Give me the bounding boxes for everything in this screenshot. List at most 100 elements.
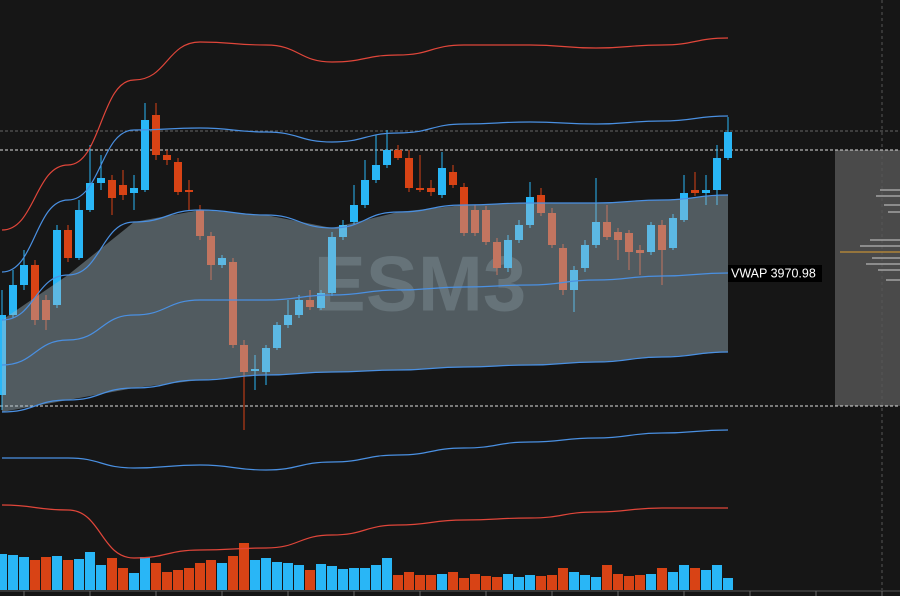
candle-body [75,210,83,258]
volume-bar [668,572,678,590]
candle-body [339,225,347,237]
volume-bar [63,560,73,590]
candle-body [438,168,446,195]
candle-body [31,265,39,320]
volume-bar [118,568,128,590]
volume-bar [723,578,733,590]
candle-body [702,190,710,193]
candle-body [482,210,490,242]
vwap-label-box [728,265,822,282]
candle-body [647,225,655,252]
volume-bar [195,563,205,590]
candle-body [42,300,50,320]
candle-body [317,293,325,308]
candle-body [306,300,314,307]
candle-body [680,193,688,220]
candle-body [163,155,171,160]
candle-body [196,210,204,236]
band-line [1,351,729,413]
candle-body [636,250,644,253]
volume-bar [602,565,612,590]
candle-body [515,225,523,240]
candle-body [108,180,116,198]
candle-body [548,213,556,245]
candle-body [97,178,105,183]
volume-bar [349,568,359,590]
volume-bar [690,568,700,590]
candle-body [86,183,94,210]
band-line [1,272,729,366]
profile-bars [860,189,900,281]
volume-bar [283,563,293,590]
volume-bar [415,575,425,590]
volume-bar [52,556,62,590]
candle-body [471,210,479,233]
candle-body [570,270,578,290]
candle-body [581,245,589,268]
volume-bar [327,566,337,590]
candle-body [262,348,270,372]
volume-bar [250,560,260,590]
volume-bar [96,565,106,590]
candle-body [207,236,215,265]
candle-body [658,225,666,250]
candle-body [537,195,545,213]
volume-bar [107,558,117,590]
volume-bar [0,554,7,590]
candle-body [295,300,303,315]
candle-body [0,315,6,395]
candle-body [372,165,380,180]
volume-bar [261,558,271,590]
volume-bar [635,575,645,590]
candle-body [394,150,402,158]
volume-bar [184,568,194,590]
volume-bar [85,552,95,590]
volume-bar [712,565,722,590]
candle-body [174,162,182,192]
candle-body [53,230,61,305]
candle-body [614,232,622,240]
candle-body [273,325,281,348]
volume-bar [492,577,502,590]
candle-body [449,172,457,185]
candle-body [251,369,259,371]
candle-body [427,188,435,192]
candle-body [526,197,534,225]
watermark: ESM3 [314,240,526,328]
band-line [1,37,729,231]
candle-body [383,150,391,165]
candle-body [284,315,292,325]
volume-bar [569,572,579,590]
volume-bar [580,575,590,590]
volume-bar [305,570,315,590]
volume-bar [129,573,139,590]
volume-bar [30,560,40,590]
volume-bar [19,557,29,590]
volume-bar [481,576,491,590]
band-line [1,194,729,321]
volume-bar [8,555,18,590]
volume-bar [393,575,403,590]
volume-bar [547,575,557,590]
candle-body [493,242,501,268]
volume-bar [162,572,172,590]
candle-body [724,132,732,158]
volume-bar [404,572,414,590]
volume-bar [701,570,711,590]
volume-bar [470,574,480,590]
volume-bar [41,557,51,590]
volume-bar [679,565,689,590]
volume-bar [360,568,370,590]
volume-bar [514,577,524,590]
volume-bar [140,557,150,590]
volume-bar [624,576,634,590]
volume-bar [646,574,656,590]
candle-body [328,237,336,293]
candle-body [64,230,72,258]
candle-body [218,258,226,265]
volume-bar [657,568,667,590]
candle-body [405,158,413,188]
band-fill [2,195,728,412]
volume-bar [173,570,183,590]
